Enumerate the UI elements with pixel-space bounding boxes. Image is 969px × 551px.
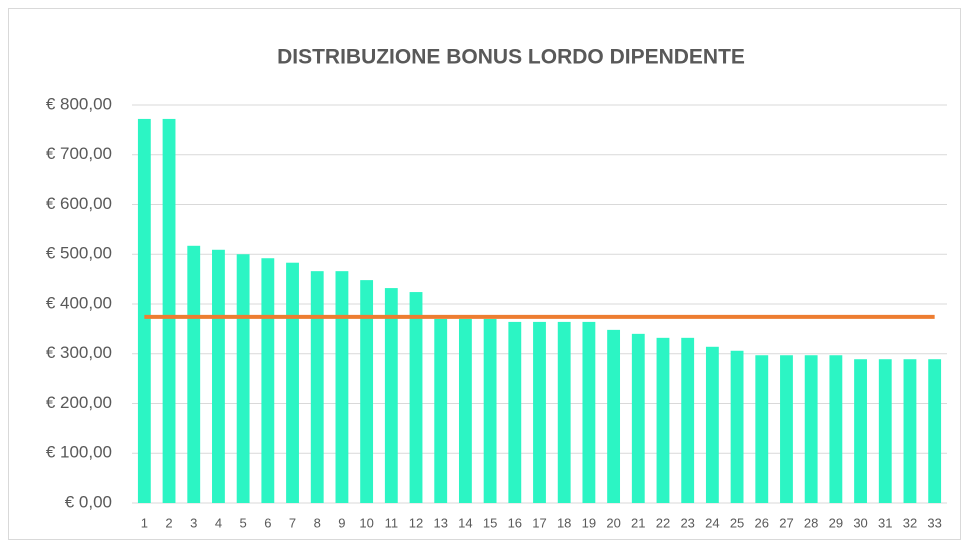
bar [360,280,374,503]
chart-title: DISTRIBUZIONE BONUS LORDO DIPENDENTE [277,46,745,69]
x-tick-label: 16 [508,515,522,530]
bar [755,355,769,503]
bar [878,359,892,503]
bar [928,359,942,503]
x-tick-label: 9 [338,515,345,530]
bar [533,321,546,503]
bar [631,333,645,503]
bar [212,249,225,503]
bar [780,355,793,503]
bar [162,118,176,504]
bar [582,321,596,503]
x-tick-label: 18 [557,515,571,530]
x-tick-label: 1 [141,515,148,530]
x-tick-label: 17 [532,515,546,530]
x-tick-label: 12 [409,515,423,530]
bar [335,271,349,503]
bar [903,359,917,503]
bar [384,288,398,503]
y-tick-label: € 700,00 [46,144,112,163]
x-tick-label: 28 [804,515,818,530]
x-tick-label: 22 [656,515,670,530]
bar [187,245,201,504]
x-tick-label: 10 [359,515,373,530]
y-tick-label: € 300,00 [46,343,112,362]
x-tick-label: 26 [755,515,769,530]
x-tick-label: 24 [705,515,719,530]
bar [705,346,719,503]
bar [458,318,472,503]
bar [829,355,843,503]
y-tick-label: € 500,00 [46,244,112,263]
x-tick-label: 21 [631,515,645,530]
x-tick-label: 20 [606,515,620,530]
bar [236,254,250,503]
x-tick-label: 30 [853,515,867,530]
bar [804,355,818,503]
y-tick-label: € 200,00 [46,393,112,412]
y-tick-label: € 400,00 [46,293,112,312]
x-tick-label: 25 [730,515,744,530]
bar [681,337,695,503]
x-tick-label: 2 [165,515,172,530]
bar [656,337,670,503]
bar [310,271,324,503]
x-tick-label: 13 [433,515,447,530]
bar [508,321,522,503]
x-tick-label: 23 [680,515,694,530]
bar [854,359,867,503]
bar [409,292,423,503]
bar [730,350,744,503]
bar [434,318,448,503]
x-tick-label: 31 [878,515,892,530]
y-tick-label: € 100,00 [46,443,112,462]
x-tick-label: 14 [458,515,472,530]
x-tick-label: 4 [215,515,222,530]
bar [483,318,497,503]
y-tick-label: € 0,00 [65,492,112,511]
bar [261,258,275,503]
bar [286,262,299,503]
bar [137,118,151,504]
bar [607,329,621,503]
x-tick-label: 29 [829,515,843,530]
x-tick-label: 27 [779,515,793,530]
bar [557,321,571,503]
y-tick-label: € 800,00 [46,94,112,113]
y-tick-label: € 600,00 [46,194,112,213]
x-tick-label: 15 [483,515,497,530]
x-tick-label: 8 [314,515,321,530]
x-tick-label: 3 [190,515,197,530]
x-tick-label: 7 [289,515,296,530]
x-tick-label: 11 [385,515,399,530]
x-tick-label: 5 [240,515,247,530]
x-tick-label: 6 [264,515,271,530]
x-tick-label: 32 [903,515,917,530]
x-tick-label: 19 [582,515,596,530]
x-tick-label: 33 [927,515,941,530]
